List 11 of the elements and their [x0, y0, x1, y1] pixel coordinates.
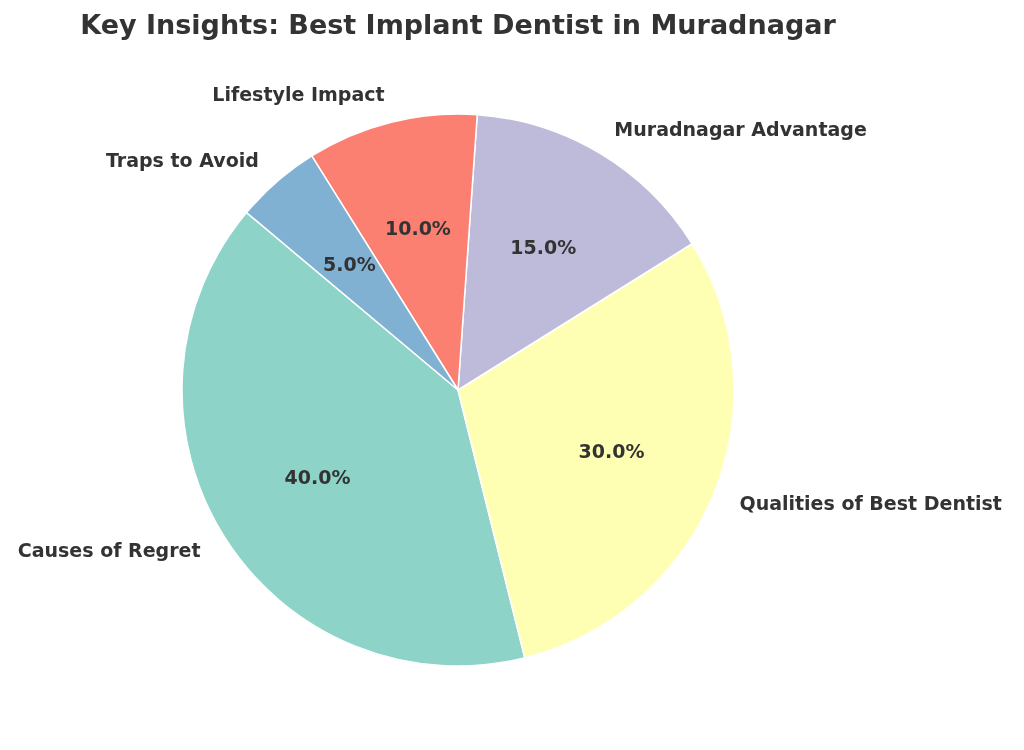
slice-label: Lifestyle Impact — [212, 83, 385, 106]
slice-label: Traps to Avoid — [105, 148, 259, 171]
data-label: 10.0% — [384, 217, 451, 240]
data-label: 40.0% — [284, 465, 351, 488]
data-label: 5.0% — [323, 253, 376, 276]
data-label: 15.0% — [510, 236, 577, 259]
slice-label: Qualities of Best Dentist — [739, 491, 1002, 514]
chart-title: Key Insights: Best Implant Dentist in Muradnagar — [80, 9, 837, 40]
data-label: 30.0% — [578, 440, 645, 463]
slice-label: Muradnagar Advantage — [614, 117, 867, 140]
slice-label: Causes of Regret — [17, 538, 201, 561]
